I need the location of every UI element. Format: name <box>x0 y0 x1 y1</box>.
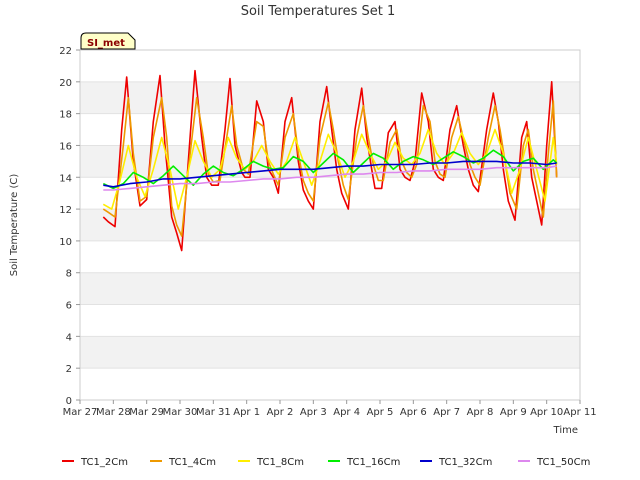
series-line-tc1-32cm <box>103 160 557 188</box>
legend-item: TC1_50Cm <box>518 457 590 468</box>
grid-bands <box>80 81 580 369</box>
x-tick-label: Apr 1 <box>233 407 260 418</box>
y-axis-label: Soil Temperature (C) <box>9 174 20 277</box>
y-axis-ticks: 0 2 4 6 8 10 12 14 16 18 20 22 <box>59 46 80 407</box>
y-tick-label: 0 <box>66 396 72 407</box>
x-tick-label: Apr 6 <box>400 407 427 418</box>
grid-band <box>80 336 580 369</box>
series-line-tc1-8cm <box>102 128 558 210</box>
y-tick-label: 4 <box>66 332 72 343</box>
x-tick-label: Apr 4 <box>333 407 360 418</box>
y-tick-label: 14 <box>59 173 72 184</box>
series-lines <box>102 69 558 252</box>
x-tick-label: Apr 10 <box>530 407 563 418</box>
station-badge-label: SI_met <box>87 38 125 49</box>
x-tick-label: Apr 7 <box>433 407 460 418</box>
x-tick-label: Mar 31 <box>196 407 231 418</box>
x-tick-label: Mar 29 <box>129 407 164 418</box>
legend-item: TC1_16Cm <box>328 457 400 468</box>
legend-label: TC1_2Cm <box>80 457 128 468</box>
y-tick-label: 8 <box>66 269 72 280</box>
plot-frame <box>79 49 581 401</box>
station-badge: SI_met <box>80 32 136 50</box>
x-tick-label: Mar 27 <box>63 407 98 418</box>
legend-item: TC1_4Cm <box>150 457 216 468</box>
y-tick-label: 22 <box>59 46 72 57</box>
x-tick-label: Apr 8 <box>467 407 494 418</box>
x-tick-label: Apr 11 <box>563 407 596 418</box>
legend-item: TC1_32Cm <box>420 457 492 468</box>
legend-label: TC1_50Cm <box>536 457 590 468</box>
legend-label: TC1_16Cm <box>346 457 400 468</box>
chart-title: Soil Temperatures Set 1 <box>241 4 396 19</box>
legend-item: TC1_2Cm <box>62 457 128 468</box>
station-badge-box <box>80 32 136 50</box>
y-tick-label: 12 <box>59 205 72 216</box>
x-tick-label: Mar 28 <box>96 407 131 418</box>
grid-band <box>80 272 580 305</box>
x-tick-label: Apr 9 <box>500 407 527 418</box>
x-axis-label: Time <box>553 425 578 436</box>
legend-label: TC1_8Cm <box>256 457 304 468</box>
series-line-tc1-4cm <box>102 96 558 237</box>
x-tick-label: Apr 2 <box>267 407 294 418</box>
series-line-tc1-50cm <box>103 165 557 191</box>
grid-band <box>80 209 580 241</box>
y-tick-label: 10 <box>59 237 72 248</box>
x-tick-label: Apr 5 <box>367 407 394 418</box>
x-tick-label: Mar 30 <box>163 407 198 418</box>
y-tick-label: 18 <box>59 110 72 121</box>
legend: TC1_2Cm TC1_4Cm TC1_8Cm TC1_16Cm TC1_32Cm TC1… <box>62 457 590 468</box>
y-tick-label: 6 <box>66 301 72 312</box>
legend-label: TC1_4Cm <box>168 457 216 468</box>
y-tick-label: 20 <box>59 78 72 89</box>
y-tick-label: 16 <box>59 141 72 152</box>
legend-label: TC1_32Cm <box>438 457 492 468</box>
y-tick-label: 2 <box>66 364 72 375</box>
plot-border <box>79 49 581 401</box>
legend-item: TC1_8Cm <box>238 457 304 468</box>
x-tick-label: Apr 3 <box>300 407 327 418</box>
series-line-tc1-16cm <box>102 149 558 190</box>
